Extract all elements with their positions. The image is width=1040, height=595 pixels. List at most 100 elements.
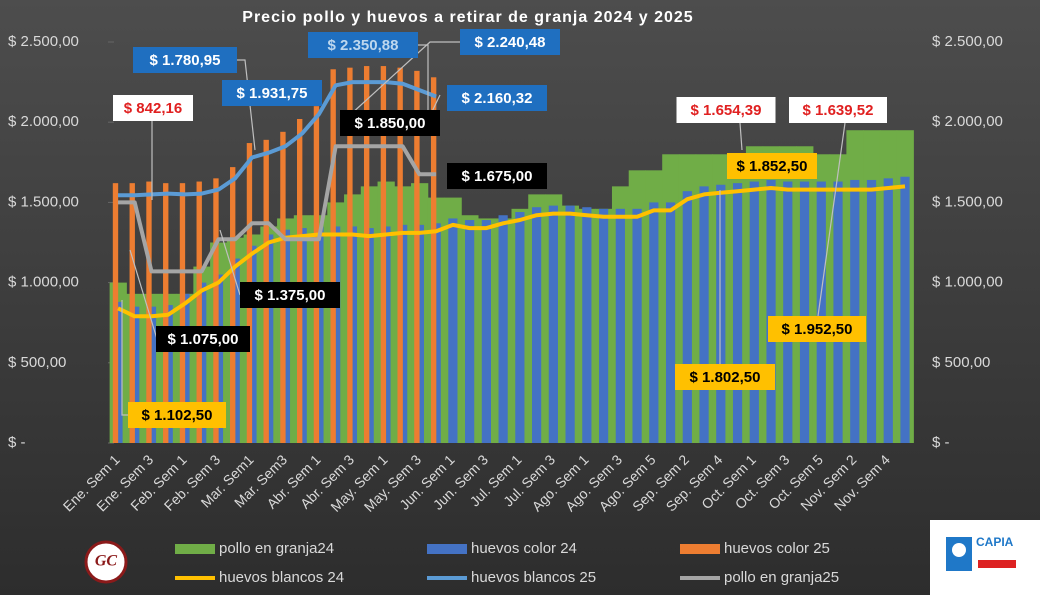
bar	[615, 208, 625, 443]
legend-label: huevos color 25	[724, 540, 830, 557]
legend-label: pollo en granja24	[219, 540, 334, 557]
bar	[465, 220, 475, 443]
annotation: $ 1.780,95	[150, 52, 221, 69]
bar	[749, 181, 759, 443]
annotation: $ 1.802,50	[690, 369, 761, 386]
y-tick-label: $ 2.500,00	[8, 33, 79, 50]
logo-text: CAPIA	[976, 535, 1014, 549]
bar	[112, 183, 119, 444]
bar	[816, 181, 826, 443]
bar	[498, 215, 508, 443]
bar	[179, 183, 186, 444]
bar	[515, 212, 525, 443]
legend-label: huevos color 24	[471, 540, 577, 557]
bar	[850, 179, 860, 443]
y-tick-label: $ 1.500,00	[8, 193, 79, 210]
annotation-box	[156, 326, 250, 352]
bar	[430, 77, 437, 444]
y2-tick-label: $ 2.000,00	[932, 113, 1003, 130]
annotation-box	[768, 316, 866, 342]
annotation: $ 1.075,00	[168, 331, 239, 348]
bar	[866, 179, 877, 443]
annotation-box	[675, 364, 775, 390]
logo-icon-dot	[952, 543, 966, 557]
bar	[833, 181, 843, 443]
legend: pollo en granja24 huevos color 24 huevos c…	[175, 540, 839, 586]
y-tick-label: $ 1.000,00	[8, 274, 79, 291]
bar	[213, 178, 219, 443]
annotation: $ 1.852,50	[737, 158, 808, 175]
bar	[649, 202, 659, 443]
logo-right: CAPIA	[930, 520, 1040, 595]
annotation-box	[447, 163, 547, 189]
bar	[766, 179, 776, 443]
line	[118, 144, 437, 274]
bar	[481, 220, 491, 443]
annotation: $ 2.240,48	[475, 34, 546, 51]
annotation: $ 1.102,50	[142, 407, 213, 424]
bar	[414, 70, 420, 443]
legend-label: huevos blancos 24	[219, 569, 344, 586]
annotation: $ 1.375,00	[255, 287, 326, 304]
bar	[582, 207, 592, 443]
bar	[799, 181, 810, 443]
leader	[129, 249, 158, 340]
bar	[297, 118, 303, 443]
bar	[732, 183, 743, 444]
bar	[665, 202, 676, 443]
line	[117, 184, 906, 319]
annotation-box	[133, 47, 237, 73]
logo-band	[978, 560, 1016, 568]
legend-swatch	[680, 544, 720, 554]
bar	[632, 208, 642, 443]
bar	[363, 66, 370, 443]
annotation: $ 1.952,50	[782, 321, 853, 338]
bar	[783, 181, 793, 443]
annotation: $ 1.654,39	[691, 102, 762, 119]
annotation-box	[340, 110, 440, 136]
logo-circle	[84, 540, 128, 584]
legend-label: huevos blancos 25	[471, 569, 596, 586]
bar	[699, 186, 709, 444]
plot: $ - $ - $ 500,00 $ 500,00 $ 1.000,00 $ 1.000,…	[8, 33, 1003, 515]
line	[118, 80, 437, 198]
legend-swatch	[175, 544, 215, 554]
y2-tick-label: $ 500,00	[932, 354, 990, 371]
annotation-box	[727, 153, 817, 179]
chart-title: Precio pollo y huevos a retirar de granj…	[242, 9, 693, 26]
bar	[548, 205, 558, 443]
annotation-box	[789, 97, 887, 123]
y2-tick-label: $ -	[932, 434, 950, 451]
bar	[397, 67, 403, 443]
leader	[219, 229, 241, 296]
y-tick-label: $ 500,00	[8, 354, 66, 371]
bar	[682, 191, 692, 443]
y-tick-label: $ -	[8, 434, 26, 451]
annotation: $ 1.639,52	[803, 102, 874, 119]
legend-label: pollo en granja25	[724, 569, 839, 586]
leader	[739, 122, 743, 151]
leader	[121, 300, 128, 416]
annotation-box	[676, 97, 776, 123]
annotations: $ 1.780,95 $ 1.931,75 $ 2.350,88 $ 2.240,48…	[113, 29, 887, 428]
bar	[532, 207, 542, 443]
bar	[900, 176, 910, 443]
leader	[817, 122, 846, 317]
bar	[380, 66, 387, 443]
bar	[230, 167, 236, 443]
annotation-box	[113, 95, 193, 121]
annotation: $ 1.675,00	[462, 168, 533, 185]
annotation-box	[222, 80, 322, 106]
bar	[313, 106, 320, 443]
y2-tick-label: $ 1.500,00	[932, 193, 1003, 210]
annotation-box	[308, 32, 418, 58]
bar	[448, 218, 458, 443]
leader	[349, 41, 460, 116]
bar	[347, 67, 353, 443]
bar	[330, 69, 336, 443]
logo-text: GC	[95, 553, 118, 570]
logo-left: GC	[84, 540, 128, 584]
bar	[196, 181, 202, 443]
annotation-box	[447, 85, 547, 111]
